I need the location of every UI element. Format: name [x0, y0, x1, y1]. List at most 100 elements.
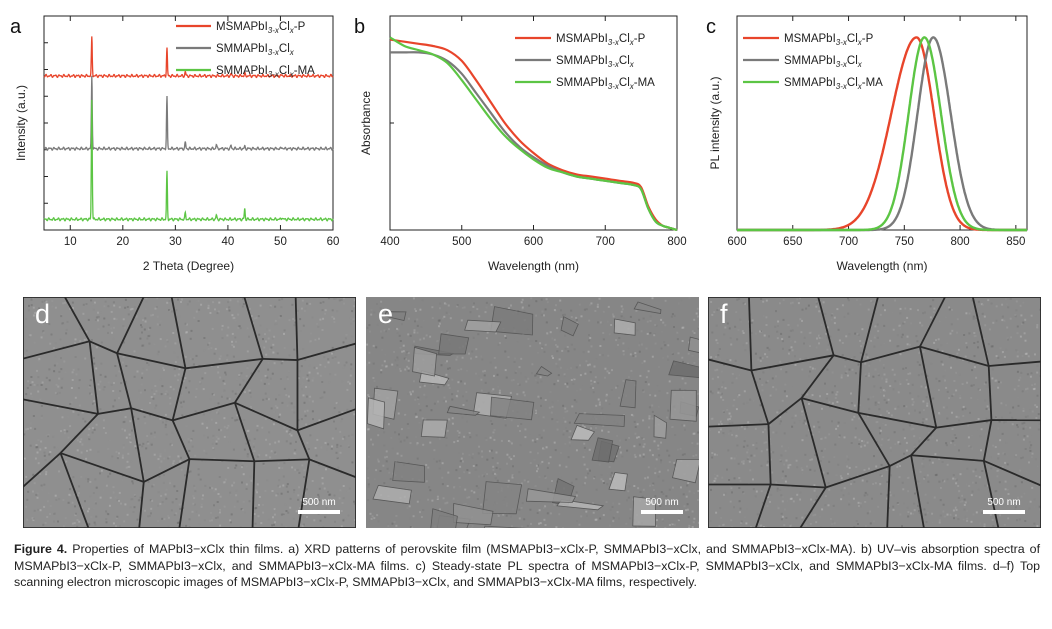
- sem-speckle: [989, 456, 992, 459]
- sem-speckle: [610, 471, 613, 474]
- sem-speckle: [970, 494, 973, 497]
- sem-speckle: [191, 510, 194, 513]
- sem-speckle: [592, 511, 595, 514]
- sem-speckle: [541, 347, 543, 350]
- sem-speckle: [868, 407, 871, 410]
- sem-speckle: [848, 476, 851, 479]
- sem-speckle: [1022, 301, 1025, 304]
- sem-speckle: [307, 448, 310, 450]
- sem-speckle: [472, 305, 475, 308]
- grain-boundary: [116, 297, 145, 354]
- sem-speckle: [660, 441, 662, 444]
- sem-speckle: [31, 381, 34, 384]
- sem-speckle: [478, 375, 480, 377]
- sem-speckle: [966, 517, 969, 520]
- sem-speckle: [968, 485, 971, 487]
- sem-speckle: [246, 350, 249, 353]
- grain-boundary: [309, 458, 356, 479]
- sem-speckle: [789, 339, 792, 342]
- sem-speckle: [899, 307, 902, 310]
- sem-speckle: [1020, 323, 1023, 326]
- sem-speckle: [809, 366, 812, 368]
- sem-speckle: [1036, 525, 1039, 528]
- sem-speckle: [654, 495, 657, 498]
- sem-speckle: [678, 517, 681, 520]
- sem-speckle: [137, 499, 140, 502]
- sem-speckle: [163, 369, 165, 372]
- sem-speckle: [955, 478, 958, 481]
- sem-speckle: [207, 436, 209, 439]
- sem-speckle: [807, 304, 810, 307]
- sem-speckle: [885, 378, 888, 381]
- sem-speckle: [483, 374, 486, 377]
- sem-speckle: [149, 499, 152, 502]
- sem-speckle: [735, 377, 738, 380]
- sem-speckle: [302, 376, 305, 379]
- sem-speckle: [773, 381, 776, 384]
- sem-speckle: [1024, 448, 1027, 450]
- sem-speckle: [925, 313, 928, 316]
- sem-speckle: [1016, 426, 1019, 428]
- sem-speckle: [959, 347, 962, 350]
- sem-speckle: [918, 363, 921, 366]
- sem-speckle: [922, 312, 925, 315]
- sem-speckle: [714, 369, 717, 372]
- sem-speckle: [412, 297, 415, 300]
- sem-speckle: [588, 334, 590, 336]
- sem-speckle: [342, 366, 345, 369]
- sem-speckle: [600, 478, 603, 481]
- sem-speckle: [166, 393, 169, 396]
- sem-speckle: [519, 444, 522, 447]
- sem-speckle: [430, 409, 433, 412]
- sem-speckle: [583, 442, 586, 445]
- crystal-facet: [484, 525, 527, 528]
- sem-speckle: [453, 441, 456, 444]
- sem-speckle: [952, 440, 955, 442]
- sem-speckle: [845, 335, 848, 338]
- sem-speckle: [540, 436, 543, 439]
- sem-speckle: [66, 429, 69, 432]
- sem-speckle: [177, 379, 180, 382]
- sem-speckle: [864, 525, 867, 527]
- sem-speckle: [486, 331, 489, 334]
- sem-speckle: [942, 510, 945, 513]
- sem-speckle: [447, 471, 450, 474]
- sem-speckle: [416, 500, 419, 503]
- sem-speckle: [212, 301, 215, 304]
- sem-speckle: [478, 445, 481, 448]
- sem-speckle: [289, 506, 292, 509]
- sem-speckle: [754, 427, 757, 430]
- sem-speckle: [975, 481, 977, 484]
- sem-speckle: [570, 379, 573, 381]
- sem-speckle: [451, 398, 454, 401]
- sem-speckle: [661, 518, 664, 521]
- sem-speckle: [990, 302, 993, 305]
- sem-speckle: [967, 361, 970, 364]
- sem-speckle: [124, 298, 127, 301]
- sem-speckle: [907, 490, 910, 493]
- sem-speckle: [981, 487, 984, 490]
- sem-speckle: [627, 347, 630, 350]
- sem-speckle: [586, 448, 589, 451]
- sem-speckle: [170, 509, 173, 512]
- sem-speckle: [274, 323, 277, 326]
- sem-speckle: [879, 474, 882, 477]
- sem-speckle: [956, 352, 959, 355]
- sem-speckle: [628, 485, 631, 488]
- sem-speckle: [1001, 319, 1004, 322]
- sem-speckle: [969, 445, 972, 448]
- sem-speckle: [265, 454, 268, 457]
- sem-speckle: [384, 456, 387, 459]
- sem-speckle: [453, 487, 456, 490]
- sem-speckle: [756, 513, 759, 516]
- sem-speckle: [642, 389, 645, 392]
- sem-speckle: [946, 342, 949, 345]
- sem-speckle: [213, 393, 215, 396]
- sem-speckle: [150, 512, 152, 515]
- sem-speckle: [875, 465, 878, 468]
- sem-speckle: [60, 313, 63, 316]
- sem-speckle: [188, 518, 191, 521]
- sem-speckle: [537, 395, 540, 398]
- sem-speckle: [826, 326, 829, 329]
- sem-speckle: [670, 315, 673, 318]
